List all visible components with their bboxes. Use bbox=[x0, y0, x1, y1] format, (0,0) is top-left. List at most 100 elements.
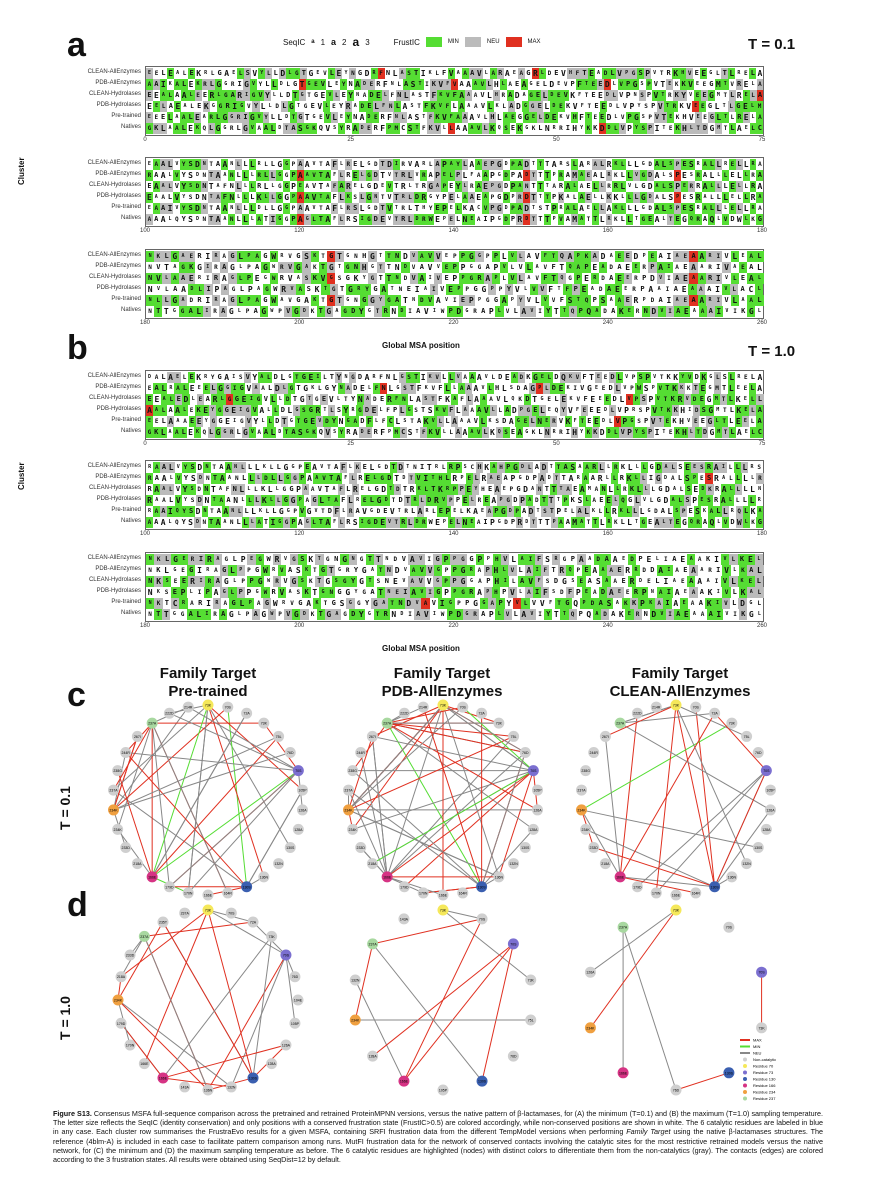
residue-node bbox=[258, 871, 270, 883]
contact-edge bbox=[442, 704, 526, 753]
seqic-legend-1: 1 bbox=[320, 37, 326, 47]
residue-node-label: 70S bbox=[510, 942, 517, 946]
residue-node bbox=[756, 1022, 768, 1034]
residue-node bbox=[437, 904, 449, 916]
residue-node-label: 72A bbox=[479, 712, 486, 716]
contact-edge bbox=[151, 723, 170, 887]
residue-node-label: 73K bbox=[205, 909, 212, 913]
contact-edge bbox=[207, 954, 287, 1091]
msa-tick-label: 75 bbox=[758, 137, 766, 143]
residue-node bbox=[292, 823, 304, 835]
residue-node-label: 170N bbox=[419, 891, 428, 895]
msa-tick-label: 140 bbox=[448, 531, 459, 537]
neu-legend-label: NEU bbox=[486, 39, 500, 45]
residue-node bbox=[157, 1072, 169, 1084]
figure-caption: Figure S13. Consensus MSFA full-sequence… bbox=[53, 1109, 823, 1164]
residue-node bbox=[617, 921, 629, 933]
network-title-pretrained: Family Target Pre-trained bbox=[93, 665, 323, 701]
residue-node bbox=[225, 1081, 237, 1093]
residue-node-label: 73K bbox=[269, 935, 276, 939]
contact-edge bbox=[352, 770, 482, 888]
residue-node bbox=[247, 1072, 259, 1084]
contact-edge bbox=[120, 936, 145, 977]
contact-edge bbox=[675, 1072, 730, 1091]
contact-edge bbox=[360, 847, 388, 878]
contact-edge bbox=[151, 876, 189, 894]
residue-node-label: 214R bbox=[184, 706, 193, 710]
residue-node bbox=[650, 701, 662, 713]
msa-tick-label: 120 bbox=[294, 228, 305, 234]
contact-edge bbox=[386, 876, 424, 894]
residue-node bbox=[131, 730, 143, 742]
residue-node bbox=[670, 904, 682, 916]
contact-edge bbox=[348, 789, 482, 888]
residue-node-label: 214R bbox=[419, 706, 428, 710]
network-legend-label: Residue 166 bbox=[753, 1083, 776, 1088]
contact-edge bbox=[207, 909, 254, 1079]
residue-node-label: 237A bbox=[369, 942, 378, 946]
contact-edge bbox=[620, 704, 677, 724]
msa-tick-label: 260 bbox=[756, 320, 768, 326]
residue-node-label: 128A bbox=[268, 1062, 277, 1066]
contact-edge bbox=[442, 909, 532, 981]
residue-node-label: 234K bbox=[114, 999, 123, 1003]
contact-edge bbox=[348, 736, 373, 811]
contact-edge bbox=[372, 943, 514, 1057]
msa-tick-label: 180 bbox=[756, 228, 768, 234]
contact-edge bbox=[590, 909, 677, 973]
residue-node bbox=[580, 823, 592, 835]
contact-edge bbox=[207, 1077, 254, 1091]
residue-node bbox=[437, 699, 449, 711]
residue-node-label: 222D bbox=[400, 712, 409, 716]
residue-node bbox=[650, 887, 662, 899]
contact-edge bbox=[162, 1044, 287, 1079]
residue-node bbox=[355, 842, 367, 853]
contact-edge bbox=[129, 936, 145, 956]
residue-node bbox=[723, 921, 735, 933]
residue-node-label: 234K bbox=[586, 1026, 595, 1030]
seqic-legend-2: 2 bbox=[342, 37, 347, 47]
contact-edge bbox=[655, 770, 767, 894]
contact-edge bbox=[462, 706, 534, 772]
contact-edge bbox=[714, 712, 767, 771]
contact-edge bbox=[285, 954, 296, 1024]
caption-label: Figure S13. bbox=[53, 1109, 92, 1118]
residue-node bbox=[670, 1084, 682, 1096]
residue-node-label: 233D bbox=[357, 846, 366, 850]
residue-node-label: 70S bbox=[225, 706, 232, 710]
contact-edge bbox=[143, 909, 209, 1064]
residue-node-label: 136N bbox=[204, 1089, 213, 1093]
msa-row-label: CLEAN-AllEnzymes bbox=[87, 252, 141, 258]
residue-node bbox=[273, 858, 285, 870]
residue-node bbox=[292, 994, 304, 1006]
contact-edge bbox=[285, 954, 296, 977]
residue-node bbox=[398, 881, 410, 893]
residue-node bbox=[115, 971, 127, 983]
contact-edge bbox=[498, 770, 534, 878]
contact-edge bbox=[113, 706, 229, 811]
msa-row-label: CLEAN-AllEnzymes bbox=[87, 463, 141, 469]
contact-edge bbox=[354, 943, 374, 1021]
network-legend-label: Non-catalytic bbox=[753, 1057, 776, 1062]
residue-node-label: 105P bbox=[439, 1089, 448, 1093]
contact-edge bbox=[151, 712, 248, 878]
msa-axis-ticks: 180 200 220 240 260 bbox=[140, 320, 767, 328]
msa-row-label: CLEAN-Hydrolases bbox=[88, 577, 141, 583]
residue-node bbox=[347, 823, 359, 835]
residue-node bbox=[280, 949, 292, 961]
residue-node bbox=[614, 871, 626, 883]
msa-axis-ticks: 0 25 50 75 bbox=[143, 137, 765, 145]
contact-edge bbox=[348, 704, 444, 811]
residue-node bbox=[241, 881, 253, 893]
residue-node bbox=[726, 717, 738, 729]
residue-node-label: 128A bbox=[294, 828, 303, 832]
residue-node-label: 237A bbox=[109, 789, 118, 793]
residue-node-label: 73K bbox=[205, 704, 212, 708]
